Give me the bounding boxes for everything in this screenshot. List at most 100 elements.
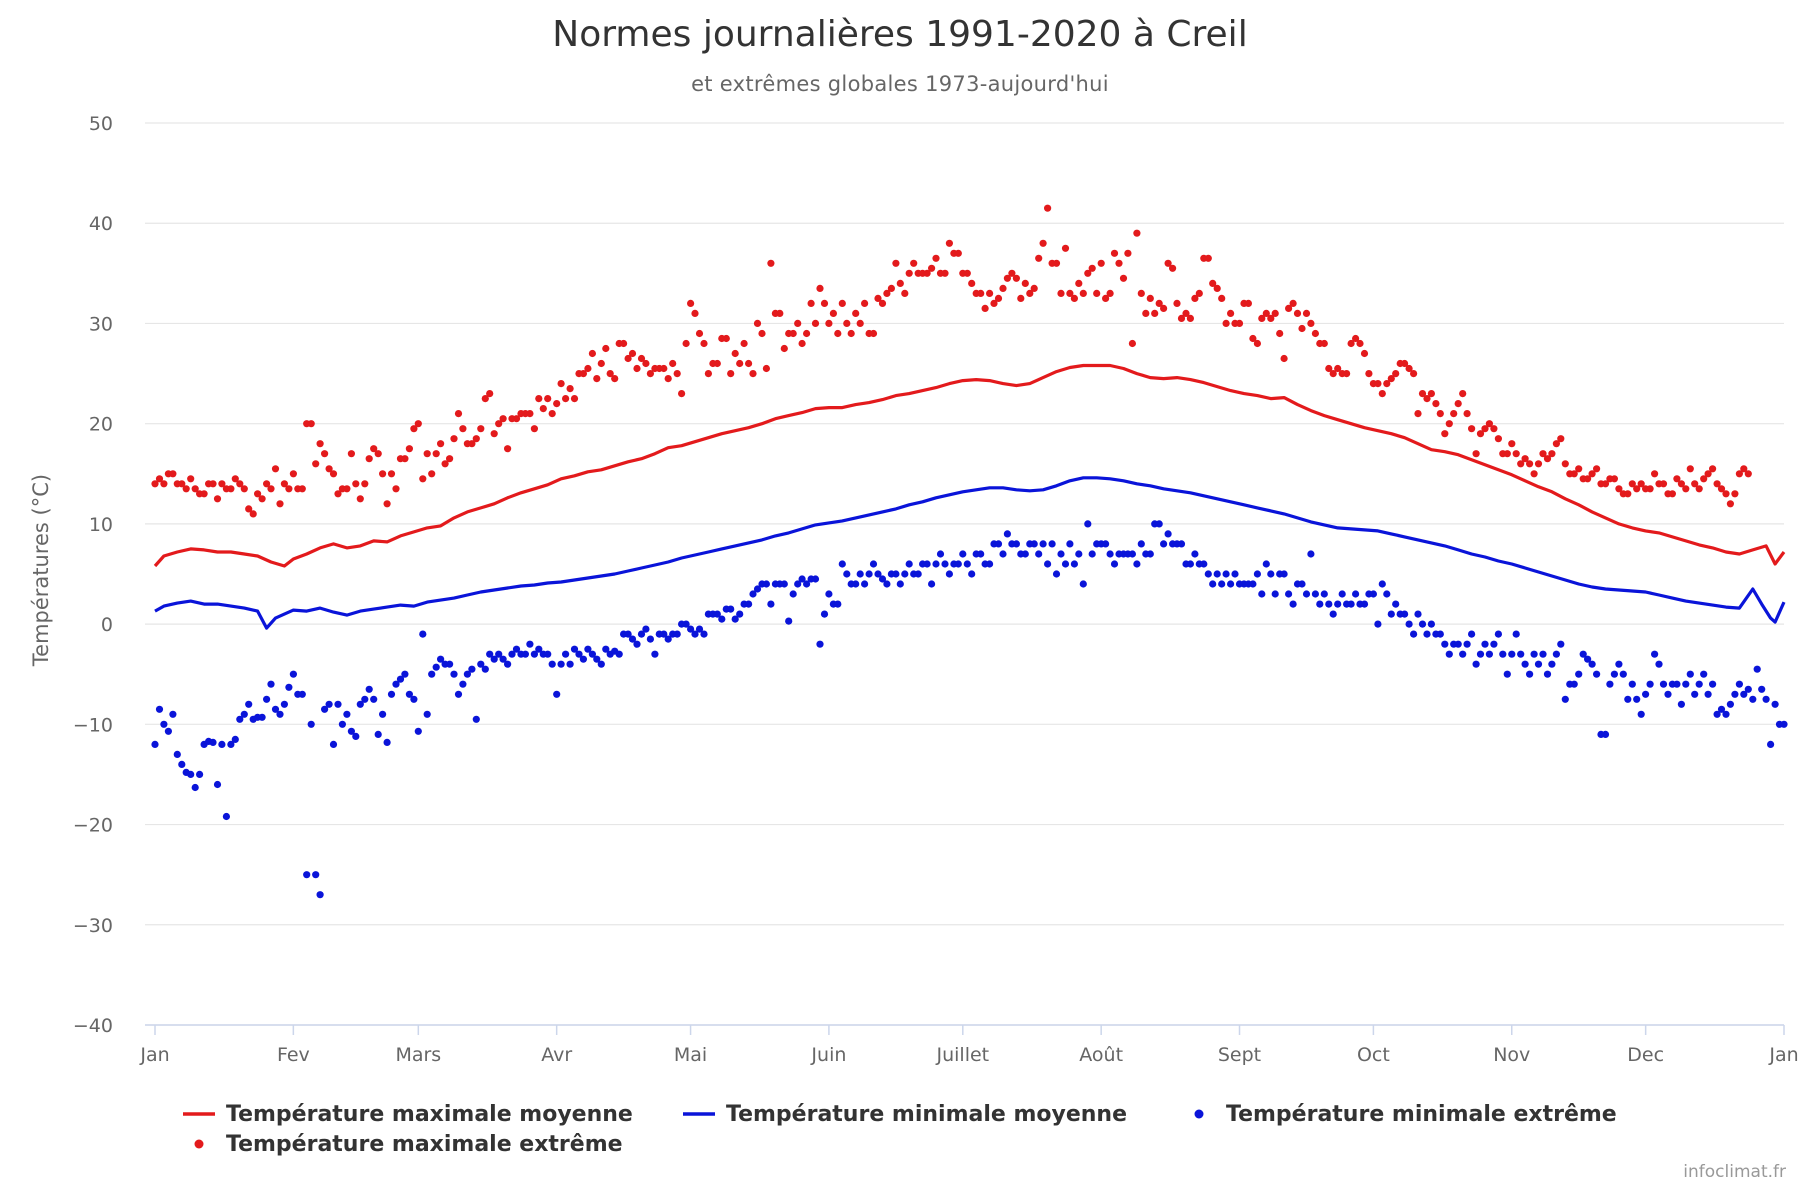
data-point (852, 309, 860, 317)
data-point (486, 390, 494, 398)
data-point (825, 319, 833, 327)
data-point (1530, 650, 1538, 658)
data-point (1084, 520, 1092, 528)
y-tick-label: 10 (89, 514, 113, 536)
series-line (154, 476, 1786, 630)
data-point (1258, 590, 1266, 598)
data-point (495, 650, 503, 658)
data-point (499, 415, 507, 423)
data-point (472, 715, 480, 723)
data-point (999, 550, 1007, 558)
data-point (1735, 470, 1743, 478)
data-point (1102, 540, 1110, 548)
data-point (1432, 400, 1440, 408)
data-point (1476, 430, 1485, 438)
data-point (1088, 264, 1096, 272)
y-tick-label: −40 (73, 1015, 113, 1037)
data-point (1186, 314, 1194, 322)
data-point (1588, 470, 1596, 478)
data-point (588, 650, 597, 658)
data-point (1329, 610, 1337, 618)
data-point (209, 738, 217, 747)
data-point (1601, 480, 1610, 488)
data-point (392, 485, 400, 493)
data-point (1655, 660, 1663, 668)
data-point (1280, 570, 1288, 578)
data-point (387, 690, 396, 698)
data-point (727, 370, 735, 378)
data-point (468, 440, 476, 448)
data-point (749, 590, 757, 598)
data-point (1320, 590, 1328, 598)
data-point (1628, 680, 1636, 688)
data-point (1423, 395, 1431, 403)
legend-item[interactable]: Température minimale extrême (1194, 1102, 1617, 1127)
legend-dot-symbol (194, 1139, 204, 1149)
data-point (1352, 590, 1360, 598)
data-point (1579, 650, 1587, 658)
data-point (1289, 299, 1297, 307)
data-point (1588, 660, 1596, 668)
data-point (1624, 695, 1632, 703)
data-point (954, 249, 962, 257)
data-point (923, 269, 931, 277)
data-point (642, 625, 650, 633)
data-point (834, 600, 842, 608)
data-point (1682, 680, 1690, 688)
data-point (1003, 530, 1012, 538)
y-tick-label: 40 (89, 213, 113, 235)
data-point (526, 410, 534, 418)
data-point (316, 891, 324, 899)
data-point (1169, 264, 1177, 272)
data-point (263, 695, 271, 703)
legend-item[interactable]: Température maximale extrême (194, 1132, 623, 1157)
data-point (486, 650, 494, 658)
legend-item[interactable]: Température maximale moyenne (183, 1102, 633, 1127)
data-point (454, 410, 463, 418)
data-point (249, 510, 257, 518)
data-point (1329, 370, 1337, 378)
data-point (173, 750, 181, 759)
data-point (1244, 299, 1252, 307)
data-point (387, 470, 396, 478)
y-axis-title: Températures (°C) (29, 474, 53, 667)
data-point (1695, 485, 1703, 493)
data-point (1539, 650, 1547, 658)
data-point (1677, 700, 1685, 708)
data-point (437, 440, 445, 448)
data-point (1418, 620, 1427, 628)
data-point (1691, 690, 1699, 698)
data-point (1182, 309, 1190, 317)
data-point (1517, 460, 1525, 468)
data-point (713, 610, 721, 618)
data-point (1628, 480, 1636, 488)
data-point (396, 675, 405, 683)
data-point (1521, 455, 1529, 463)
data-point (182, 485, 190, 493)
data-point (1468, 630, 1476, 638)
data-point (664, 375, 672, 383)
data-point (1700, 475, 1708, 483)
x-tick-label: Août (1079, 1044, 1123, 1066)
data-point (932, 254, 940, 262)
data-point (1360, 600, 1369, 608)
data-point (1066, 289, 1074, 297)
data-point (200, 490, 208, 498)
y-tick-label: 30 (89, 313, 113, 335)
data-point (1285, 590, 1293, 598)
data-point (191, 783, 199, 792)
data-point (544, 395, 552, 403)
data-point (512, 645, 521, 653)
data-point (1584, 475, 1592, 483)
data-point (1753, 665, 1761, 673)
legend-item[interactable]: Température minimale moyenne (683, 1102, 1127, 1127)
data-point (994, 294, 1003, 302)
data-point (352, 732, 360, 741)
x-tick-label: Mars (395, 1044, 441, 1066)
data-point (941, 560, 949, 568)
data-point (1543, 455, 1552, 463)
data-point (981, 304, 989, 312)
data-point (1128, 550, 1136, 558)
data-point (646, 635, 655, 643)
data-point (874, 294, 882, 302)
